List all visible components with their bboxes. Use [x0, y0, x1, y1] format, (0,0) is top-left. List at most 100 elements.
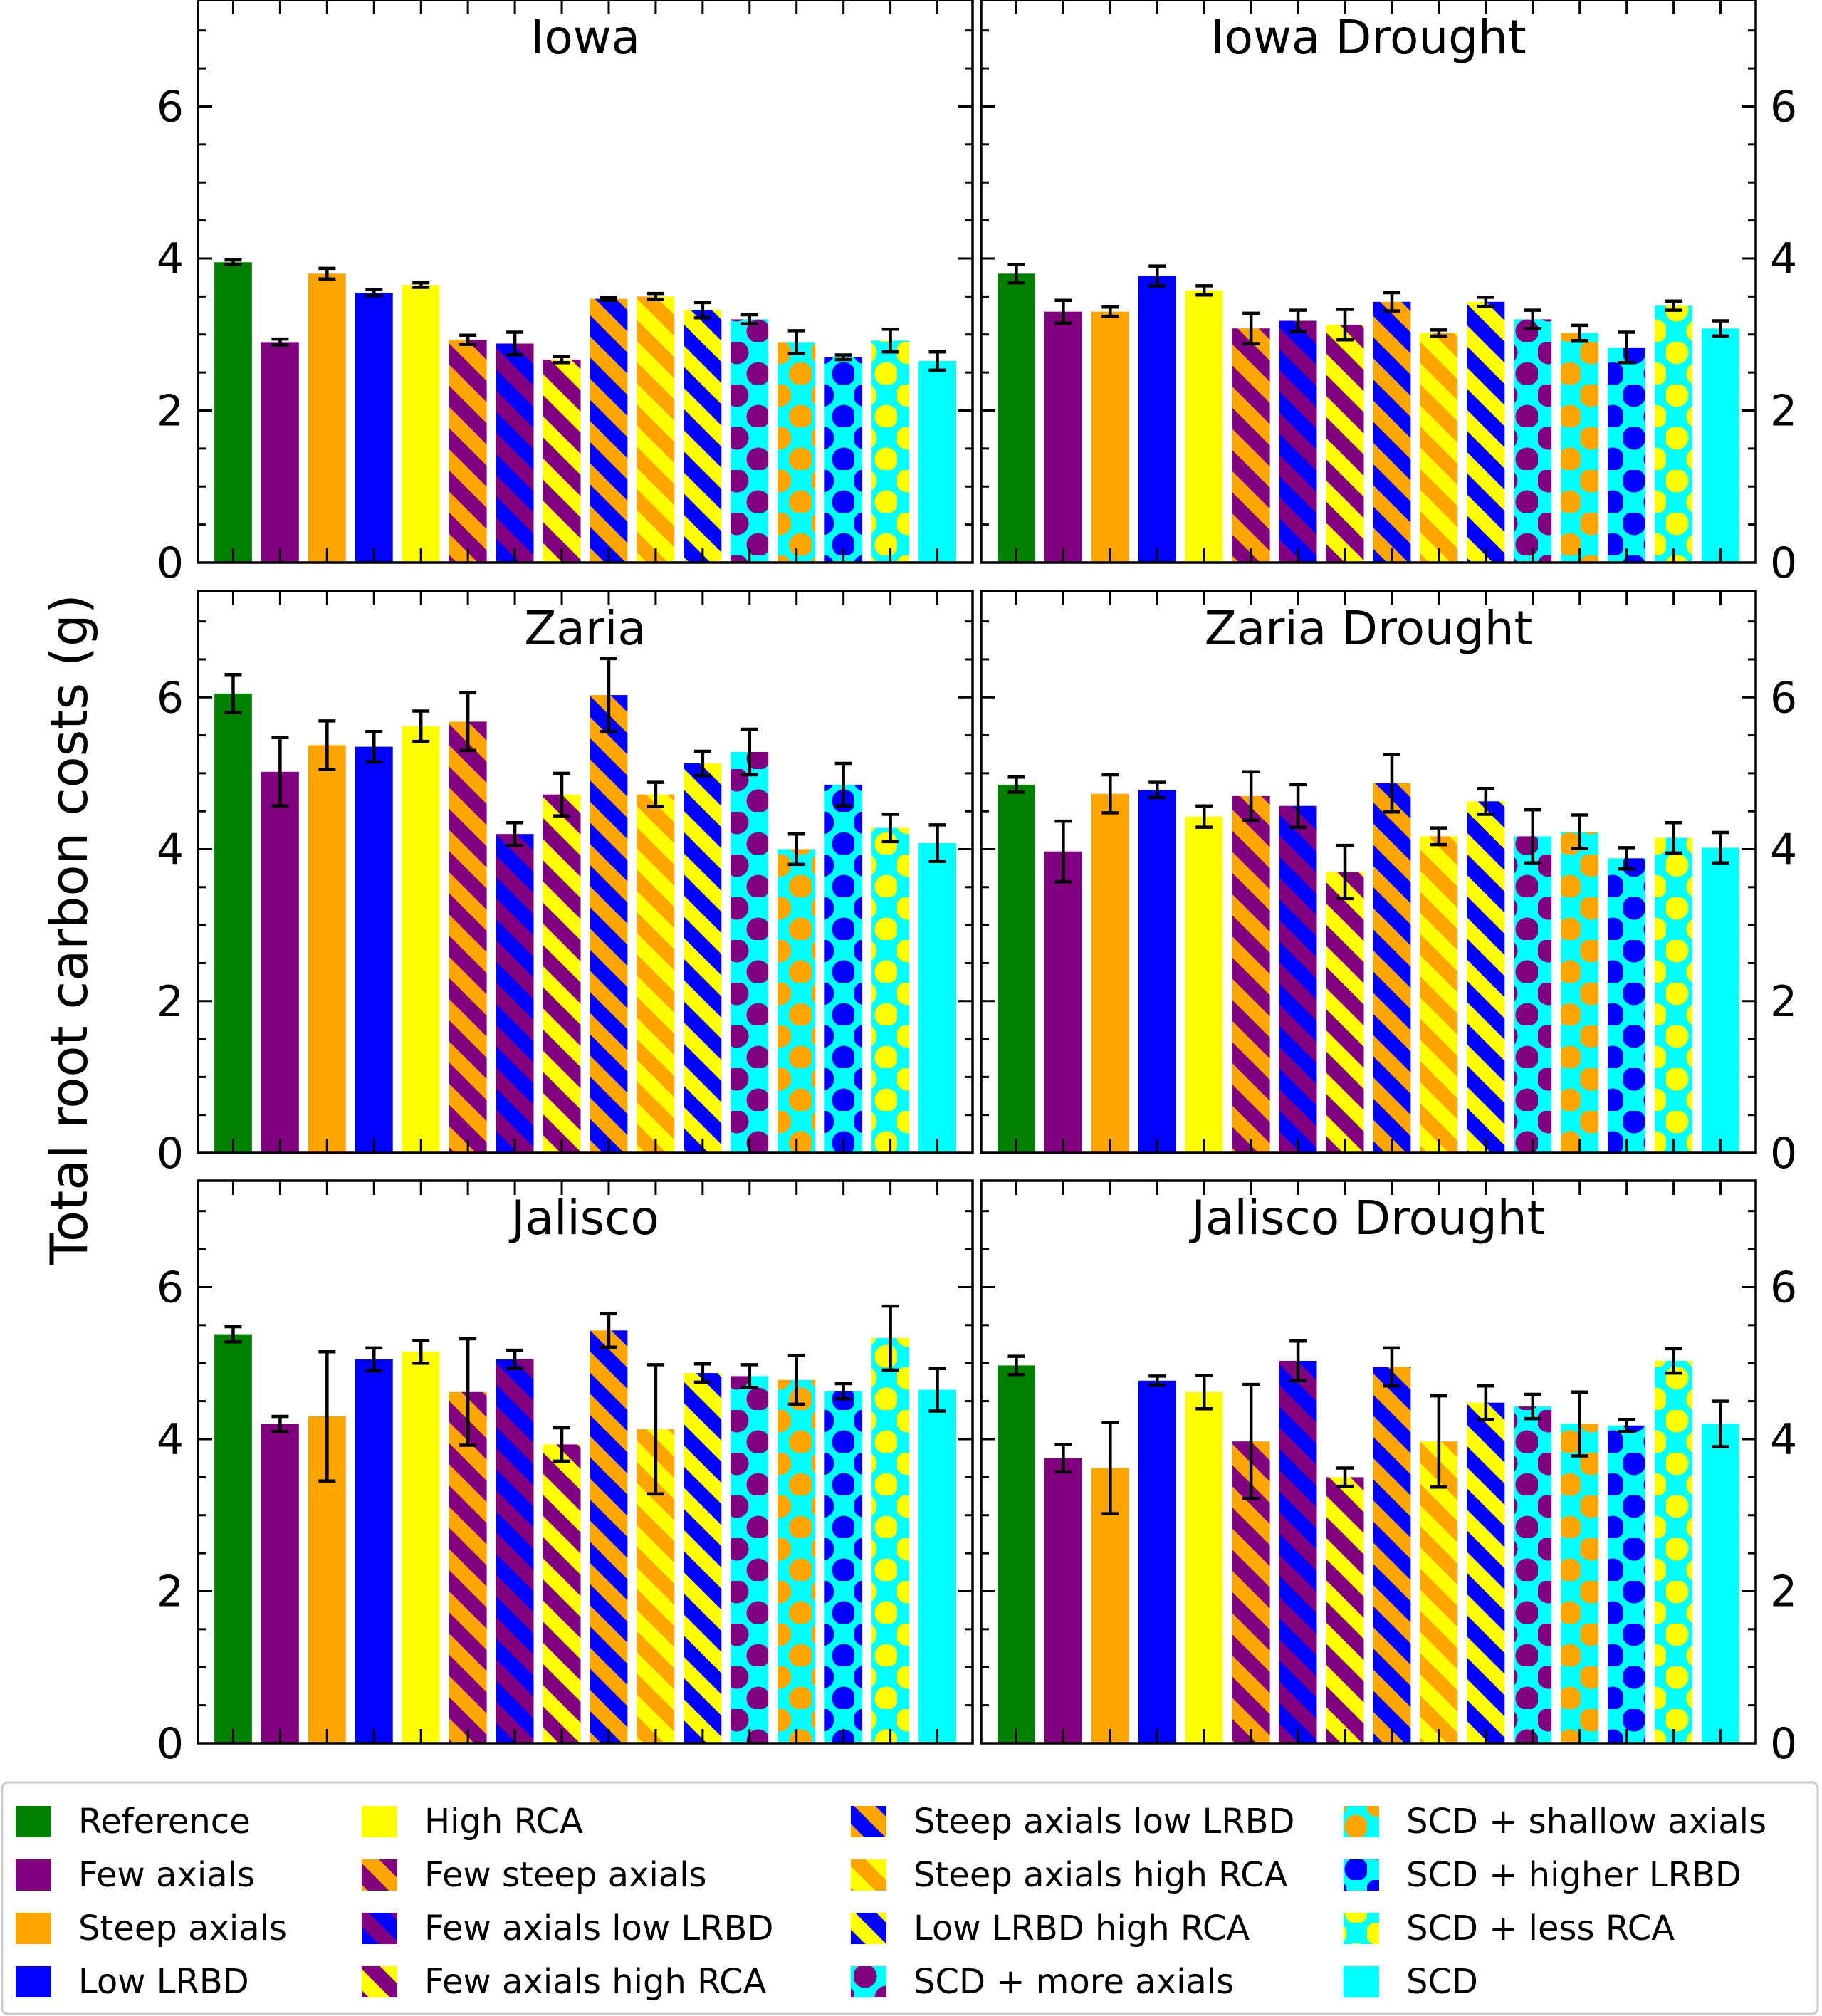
- y-tick-label: 2: [1770, 1567, 1797, 1617]
- legend-label: SCD: [1406, 1962, 1478, 2002]
- error-bar: [318, 1349, 336, 1483]
- legend-frame: [1, 1781, 1819, 2015]
- legend-swatch: [362, 1806, 397, 1837]
- error-bar: [1336, 1466, 1354, 1488]
- y-tick-label: 2: [157, 387, 184, 437]
- error-bar: [740, 1363, 758, 1389]
- error-bar: [928, 350, 946, 372]
- legend-swatch: [1344, 1966, 1379, 1997]
- bar: [1702, 328, 1739, 563]
- legend-swatch: [16, 1966, 51, 1997]
- bar: [1608, 858, 1646, 1153]
- bar: [1514, 836, 1552, 1153]
- error-bar: [1007, 1354, 1025, 1377]
- bar: [402, 726, 440, 1153]
- legend-label: Few axials: [78, 1855, 255, 1895]
- panel-frame: [980, 1179, 1757, 1745]
- y-tick-label: 6: [1770, 673, 1797, 723]
- error-bar: [1665, 299, 1682, 312]
- error-bar: [1383, 752, 1400, 814]
- error-bar: [1524, 308, 1541, 330]
- bar: [355, 746, 393, 1153]
- error-bar: [1430, 1394, 1447, 1489]
- error-bar: [224, 673, 242, 714]
- legend-swatch: [16, 1859, 51, 1891]
- error-bar: [693, 749, 711, 778]
- bar: [918, 1389, 956, 1743]
- panel-title: Jalisco: [508, 1191, 659, 1245]
- bar: [1044, 311, 1082, 563]
- bar: [1467, 801, 1505, 1153]
- bar: [918, 361, 956, 563]
- error-bar: [1618, 1417, 1635, 1433]
- tick-marks: [981, 0, 1756, 564]
- bar: [496, 343, 534, 563]
- error-bar: [459, 333, 477, 346]
- y-tick-label: 6: [157, 673, 184, 723]
- error-bar: [1101, 1421, 1119, 1515]
- error-bar: [1618, 846, 1635, 871]
- y-tick-label: 0: [157, 1129, 184, 1179]
- legend-swatch: [851, 1966, 886, 1997]
- panel-title: Zaria: [524, 601, 646, 656]
- y-tick-label: 4: [1770, 825, 1797, 875]
- error-bar: [1148, 1374, 1166, 1387]
- bar: [1185, 290, 1223, 563]
- legend-item: Reference: [16, 1802, 251, 1842]
- panel-title: Iowa Drought: [1210, 10, 1527, 65]
- legend-label: Few axials high RCA: [424, 1962, 767, 2002]
- error-bar: [1336, 843, 1354, 901]
- bar: [731, 752, 769, 1153]
- bar: [402, 285, 440, 563]
- error-bar: [459, 1337, 477, 1447]
- y-tick-label: 4: [157, 825, 184, 875]
- bar: [1044, 851, 1082, 1153]
- y-axis-label: Total root carbon costs (g): [39, 594, 99, 1265]
- y-tick-label: 2: [157, 977, 184, 1027]
- bar: [1091, 793, 1129, 1153]
- error-bar: [928, 823, 946, 863]
- error-bar: [787, 1354, 805, 1406]
- error-bar: [1054, 1443, 1072, 1474]
- bar: [1138, 276, 1176, 563]
- error-bar: [600, 657, 617, 733]
- y-tick-label: 0: [1770, 1129, 1797, 1179]
- tick-marks: [198, 591, 973, 1154]
- panel-frame: [980, 590, 1757, 1154]
- legend-swatch: [16, 1806, 51, 1837]
- bar: [1138, 790, 1176, 1153]
- bar: [543, 360, 581, 563]
- y-tick-label: 6: [1770, 83, 1797, 132]
- error-bar: [1336, 308, 1354, 342]
- legend-item: Steep axials high RCA: [851, 1855, 1288, 1895]
- error-bar: [600, 1312, 617, 1349]
- bar: [871, 827, 909, 1153]
- error-bar: [1712, 1399, 1729, 1448]
- bar: [1514, 1406, 1552, 1743]
- error-bar: [787, 329, 805, 355]
- error-bar: [224, 258, 242, 266]
- bar: [1044, 1458, 1082, 1743]
- legend-label: SCD + less RCA: [1406, 1908, 1675, 1948]
- legend-label: Steep axials low LRBD: [913, 1802, 1294, 1842]
- legend-swatch: [851, 1859, 886, 1891]
- bar: [308, 273, 346, 563]
- bar: [731, 1376, 769, 1743]
- error-bar: [459, 691, 477, 753]
- panel-iowa-drought: 0 2 4 6 Iowa Drought: [980, 0, 1797, 588]
- legend-label: Steep axials high RCA: [913, 1855, 1288, 1895]
- panel-jalisco-drought: 0 2 4 6 Jalisco Drought: [980, 1179, 1797, 1769]
- bar: [1232, 328, 1270, 563]
- legend-item: SCD: [1344, 1962, 1478, 2002]
- legend-label: High RCA: [424, 1802, 583, 1842]
- bar: [1373, 301, 1411, 563]
- bar: [1608, 1425, 1646, 1743]
- panel-zaria-drought: 0 2 4 6 Zaria Drought: [980, 590, 1797, 1179]
- error-bar: [1524, 1392, 1541, 1421]
- bar: [1185, 816, 1223, 1153]
- legend-swatch: [16, 1913, 51, 1944]
- bar: [684, 1373, 722, 1743]
- panel-title: Zaria Drought: [1205, 601, 1533, 656]
- legend-item: SCD + shallow axials: [1344, 1802, 1766, 1842]
- legend: Reference Few axials Steep axials Low LRBD H…: [1, 1781, 1819, 2015]
